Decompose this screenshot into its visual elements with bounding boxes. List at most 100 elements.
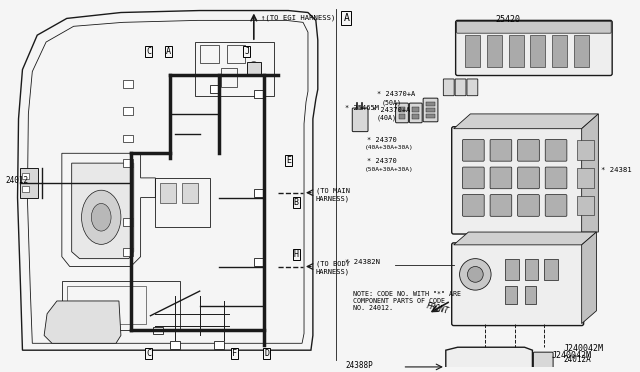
Text: * 25465M: * 25465M <box>346 105 380 111</box>
FancyBboxPatch shape <box>352 108 368 132</box>
Bar <box>123 159 132 167</box>
Bar <box>200 45 220 63</box>
Polygon shape <box>454 114 598 129</box>
Text: (50A+30A+30A): (50A+30A+30A) <box>365 167 414 172</box>
Text: F: F <box>232 349 237 357</box>
Bar <box>254 258 264 266</box>
Bar <box>123 248 132 256</box>
Text: C: C <box>146 349 151 357</box>
Polygon shape <box>582 114 598 232</box>
Bar <box>577 196 595 215</box>
Bar <box>123 107 132 115</box>
Circle shape <box>467 266 483 282</box>
Polygon shape <box>582 232 596 324</box>
FancyBboxPatch shape <box>490 140 512 161</box>
Bar <box>426 102 435 106</box>
Text: * 24370+A: * 24370+A <box>372 107 410 113</box>
Bar <box>123 218 132 226</box>
FancyBboxPatch shape <box>452 127 584 234</box>
Bar <box>160 183 176 202</box>
Text: (TO MAIN
HARNESS): (TO MAIN HARNESS) <box>316 188 350 202</box>
FancyBboxPatch shape <box>410 103 422 123</box>
FancyBboxPatch shape <box>545 167 567 189</box>
PathPatch shape <box>17 10 318 350</box>
Text: * 24382N: * 24382N <box>346 259 380 264</box>
Bar <box>195 42 273 96</box>
FancyBboxPatch shape <box>518 167 540 189</box>
PathPatch shape <box>44 301 121 343</box>
Ellipse shape <box>81 190 121 244</box>
Bar <box>399 114 405 119</box>
Bar <box>577 168 595 188</box>
Circle shape <box>460 259 491 290</box>
FancyBboxPatch shape <box>518 140 540 161</box>
Text: B: B <box>294 198 299 207</box>
FancyBboxPatch shape <box>456 20 612 76</box>
PathPatch shape <box>72 163 134 259</box>
FancyBboxPatch shape <box>490 167 512 189</box>
Bar <box>399 107 405 112</box>
Text: NOTE: CODE NO. WITH "*" ARE
COMPONENT PARTS OF CODE
NO. 24012.: NOTE: CODE NO. WITH "*" ARE COMPONENT PA… <box>353 291 461 311</box>
Text: (TO BODY
HARNESS): (TO BODY HARNESS) <box>316 261 350 275</box>
Bar <box>577 141 595 160</box>
FancyBboxPatch shape <box>467 79 478 96</box>
Bar <box>254 90 264 98</box>
Text: (40A): (40A) <box>377 115 397 121</box>
Bar <box>156 178 209 227</box>
Bar <box>426 108 435 112</box>
Bar <box>505 259 518 280</box>
Bar <box>525 286 536 304</box>
Text: 25420: 25420 <box>495 16 520 25</box>
Bar <box>214 341 224 349</box>
FancyBboxPatch shape <box>463 195 484 216</box>
Bar <box>227 45 245 63</box>
Bar <box>487 35 502 67</box>
Text: H: H <box>294 250 299 259</box>
FancyBboxPatch shape <box>545 140 567 161</box>
Text: * 24370: * 24370 <box>367 137 397 142</box>
Bar <box>525 259 538 280</box>
Text: A: A <box>166 47 171 57</box>
Bar <box>465 35 480 67</box>
Bar <box>123 135 132 142</box>
FancyBboxPatch shape <box>463 167 484 189</box>
Text: 24012: 24012 <box>6 176 29 185</box>
Bar <box>247 62 260 74</box>
FancyBboxPatch shape <box>518 195 540 216</box>
Text: (40A+30A+30A): (40A+30A+30A) <box>365 145 414 150</box>
Text: D: D <box>264 349 269 357</box>
Bar <box>22 186 29 192</box>
Bar <box>412 107 419 112</box>
Bar <box>123 80 132 88</box>
Text: ↑(TO EGI HARNESS): ↑(TO EGI HARNESS) <box>260 15 335 21</box>
Bar <box>67 286 145 324</box>
Bar <box>531 35 545 67</box>
FancyBboxPatch shape <box>463 140 484 161</box>
PathPatch shape <box>446 347 532 372</box>
Text: * 24381: * 24381 <box>602 167 632 173</box>
Bar <box>20 168 38 198</box>
Bar <box>170 341 180 349</box>
Text: 24012A: 24012A <box>564 355 592 364</box>
Bar <box>544 259 558 280</box>
FancyBboxPatch shape <box>455 79 466 96</box>
FancyBboxPatch shape <box>490 195 512 216</box>
Ellipse shape <box>92 203 111 231</box>
Bar <box>22 173 29 179</box>
Bar <box>505 286 516 304</box>
Text: J240042M: J240042M <box>552 351 591 360</box>
Text: 24388P: 24388P <box>346 361 373 370</box>
FancyBboxPatch shape <box>444 79 454 96</box>
Bar <box>509 35 524 67</box>
Bar <box>209 85 220 93</box>
Text: * 24370+A: * 24370+A <box>377 91 415 97</box>
FancyBboxPatch shape <box>396 103 408 123</box>
Text: J: J <box>244 47 250 57</box>
Bar <box>412 114 419 119</box>
Bar <box>221 68 237 87</box>
FancyBboxPatch shape <box>423 98 438 122</box>
Bar <box>62 281 180 330</box>
Bar <box>552 35 567 67</box>
Bar <box>426 114 435 118</box>
Text: FRONT: FRONT <box>426 301 451 316</box>
